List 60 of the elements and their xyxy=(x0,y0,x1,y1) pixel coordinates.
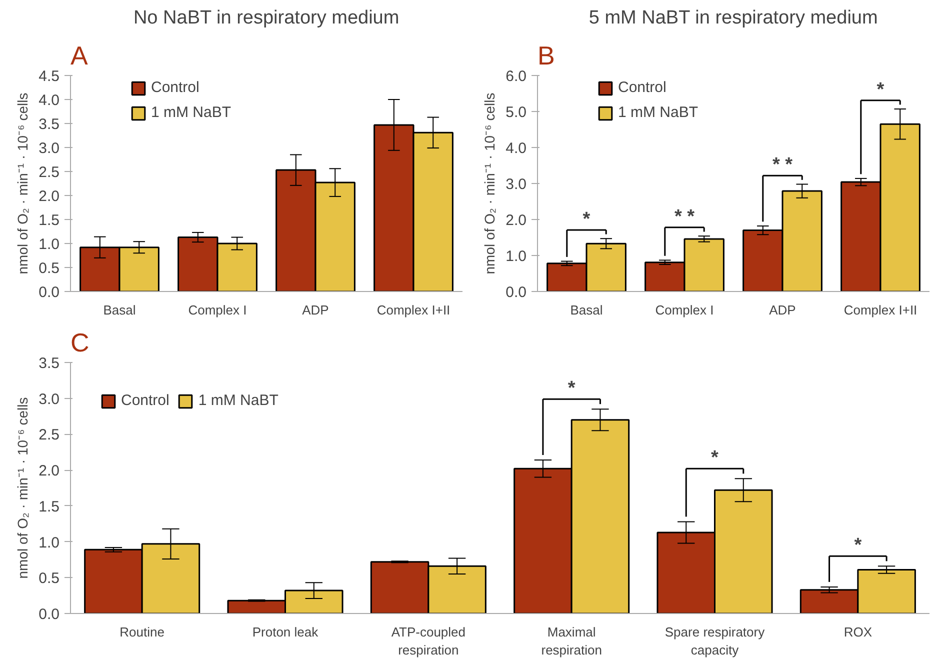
x-tick-label: Maximal respiration xyxy=(541,624,602,658)
y-tick-label: 5.0 xyxy=(506,104,527,121)
y-axis-title: nmol of O₂ · min⁻¹ · 10⁻⁶ cells xyxy=(482,92,498,274)
y-tick-label: 0.5 xyxy=(38,570,60,588)
y-tick-label: 0.0 xyxy=(506,284,527,301)
y-tick-label: 2.0 xyxy=(38,188,60,205)
x-tick-label: ADP xyxy=(769,302,796,318)
y-tick-label: 6.0 xyxy=(506,68,527,85)
text: C xyxy=(70,328,90,358)
annotation: * * xyxy=(674,206,696,228)
annotation: * xyxy=(711,448,720,469)
y-tick-label: 3.0 xyxy=(506,176,527,193)
y-tick-label: 1.5 xyxy=(38,498,60,516)
chart-title: No NaBT in respiratory medium xyxy=(133,8,400,28)
y-tick-label: 1.0 xyxy=(38,534,60,552)
x-tick-label: Proton leak xyxy=(252,624,319,640)
annotation: * xyxy=(568,378,576,400)
y-tick-label: 2.0 xyxy=(38,462,60,480)
y-tick-label: 0.0 xyxy=(38,606,60,623)
x-tick-label: Routine xyxy=(120,624,164,640)
y-axis-title: nmol of O₂ · min⁻¹ · 10⁻⁶ cells xyxy=(14,92,31,274)
x-tick-label: Complex I xyxy=(655,302,714,318)
y-tick-label: 4.0 xyxy=(506,140,527,157)
annotation: * xyxy=(582,208,591,230)
y-tick-label: 3.5 xyxy=(38,355,60,372)
y-tick-label: 1.5 xyxy=(38,212,60,229)
x-tick-label: Complex I+II xyxy=(376,302,450,318)
x-tick-label: Spare respiratory capacity xyxy=(664,624,766,658)
y-tick-label: 2.5 xyxy=(38,426,60,444)
legend-label: Control xyxy=(618,79,666,96)
y-tick-label: 0.5 xyxy=(38,260,60,277)
annotation: * * xyxy=(772,154,794,176)
legend-label: Control xyxy=(121,392,170,409)
chart-title: 5 mM NaBT in respiratory medium xyxy=(588,8,878,28)
y-tick-label: 1.0 xyxy=(506,248,527,265)
annotation: * xyxy=(876,79,885,100)
x-tick-label: Basal xyxy=(570,302,603,318)
x-tick-label: Complex I+II xyxy=(844,302,918,318)
y-tick-label: 2.5 xyxy=(38,164,60,181)
text: A xyxy=(70,40,88,70)
x-tick-label: ATP-coupled respiration xyxy=(391,624,466,658)
legend-label: 1 mM NaBT xyxy=(198,392,278,409)
y-tick-label: 3.5 xyxy=(38,116,60,133)
y-tick-label: 4.5 xyxy=(38,68,60,85)
legend-label: Control xyxy=(151,79,200,96)
y-tick-label: 3.0 xyxy=(38,140,60,157)
legend-label: 1 mM NaBT xyxy=(151,104,232,121)
x-tick-label: Basal xyxy=(103,302,136,318)
x-tick-label: ROX xyxy=(844,624,872,640)
y-tick-label: 3.0 xyxy=(38,390,60,408)
y-tick-label: 2.0 xyxy=(506,212,527,229)
legend-label: 1 mM NaBT xyxy=(618,104,698,121)
text: B xyxy=(538,40,555,70)
y-tick-label: 1.0 xyxy=(38,236,60,253)
y-axis-title: nmol of O₂ · min⁻¹ · 10⁻⁶ cells xyxy=(14,397,31,579)
y-tick-label: 4.0 xyxy=(38,92,60,109)
annotation: * xyxy=(854,535,862,556)
y-tick-label: 0.0 xyxy=(38,284,60,301)
x-tick-label: Complex I xyxy=(188,302,247,318)
x-tick-label: ADP xyxy=(302,302,329,318)
